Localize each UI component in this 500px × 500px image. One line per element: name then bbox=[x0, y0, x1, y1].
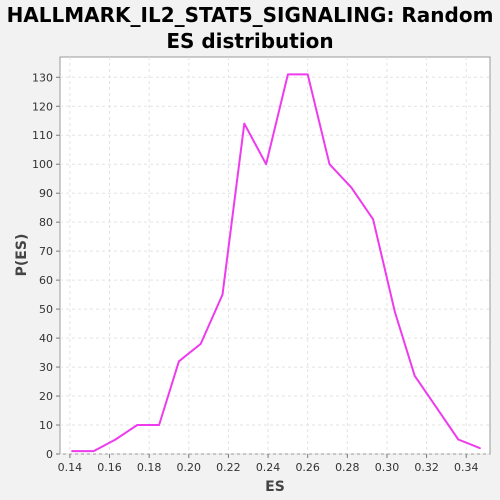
data-point bbox=[265, 163, 267, 166]
data-point bbox=[71, 450, 73, 452]
y-tick-label: 90 bbox=[39, 187, 53, 200]
y-tick-label: 120 bbox=[32, 100, 53, 113]
y-tick-label: 30 bbox=[39, 361, 53, 374]
y-tick-label: 130 bbox=[32, 71, 53, 84]
data-point bbox=[372, 218, 374, 221]
x-tick-label: 0.18 bbox=[137, 461, 162, 474]
data-point bbox=[457, 438, 460, 441]
x-tick-label: 0.20 bbox=[177, 461, 202, 474]
chart-title-line-2: ES distribution bbox=[166, 29, 334, 53]
y-tick-label: 70 bbox=[39, 245, 53, 258]
y-tick-label: 80 bbox=[39, 216, 53, 229]
data-point bbox=[479, 447, 481, 450]
y-tick-label: 50 bbox=[39, 303, 53, 316]
data-point bbox=[114, 438, 117, 441]
x-tick-label: 0.32 bbox=[414, 461, 439, 474]
data-point bbox=[306, 73, 309, 76]
data-point bbox=[394, 311, 396, 313]
data-point bbox=[221, 293, 224, 296]
x-tick-label: 0.30 bbox=[375, 461, 400, 474]
plot-area bbox=[59, 56, 491, 455]
data-point bbox=[350, 186, 353, 189]
chart-title-line-1: HALLMARK_IL2_STAT5_SIGNALING: Random bbox=[6, 3, 494, 27]
x-axis: 0.14 0.16 0.18 0.20 0.22 0.24 0.26 0.28 0.30 0.32… bbox=[58, 454, 479, 474]
y-tick-label: 40 bbox=[39, 332, 53, 345]
x-tick-label: 0.28 bbox=[335, 461, 360, 474]
data-point bbox=[413, 374, 416, 377]
x-axis-label: ES bbox=[265, 479, 285, 495]
y-tick-label: 20 bbox=[39, 390, 53, 403]
y-tick-label: 10 bbox=[39, 419, 53, 432]
chart-title: HALLMARK_IL2_STAT5_SIGNALING: Random ES … bbox=[0, 2, 500, 54]
x-tick-label: 0.22 bbox=[216, 461, 241, 474]
x-tick-label: 0.14 bbox=[58, 461, 83, 474]
y-tick-label: 60 bbox=[39, 274, 53, 287]
data-point bbox=[136, 424, 139, 426]
x-tick-label: 0.34 bbox=[454, 461, 479, 474]
y-axis: 0 10 20 30 40 50 60 70 80 90 100 110 120 130 bbox=[32, 71, 60, 461]
y-tick-label: 110 bbox=[32, 129, 53, 142]
data-point bbox=[92, 450, 95, 452]
x-tick-label: 0.26 bbox=[295, 461, 320, 474]
data-point bbox=[243, 122, 246, 125]
data-point bbox=[287, 73, 289, 76]
y-axis-label: P(ES) bbox=[14, 234, 30, 277]
x-tick-label: 0.16 bbox=[97, 461, 122, 474]
data-point bbox=[178, 360, 180, 363]
data-point bbox=[328, 163, 331, 166]
series-group bbox=[71, 73, 481, 453]
data-point bbox=[199, 343, 202, 345]
series-line bbox=[71, 73, 481, 453]
x-tick-label: 0.24 bbox=[256, 461, 281, 474]
data-point bbox=[158, 424, 160, 426]
y-tick-label: 100 bbox=[32, 158, 53, 171]
y-tick-label: 0 bbox=[46, 448, 53, 461]
data-point bbox=[435, 406, 438, 409]
grid bbox=[60, 57, 490, 455]
